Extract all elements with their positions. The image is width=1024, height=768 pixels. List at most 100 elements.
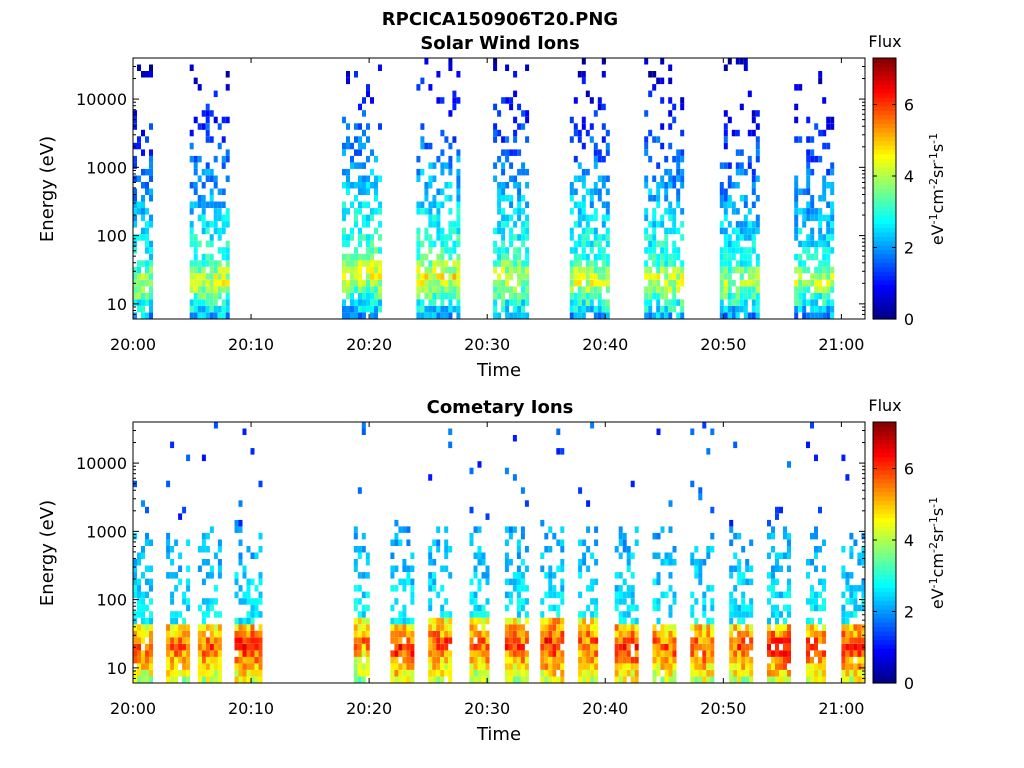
spectrogram-cell <box>166 552 171 559</box>
spectrogram-cell <box>630 624 635 631</box>
spectrogram-cell <box>741 630 746 638</box>
spectrogram-cell <box>354 214 358 222</box>
spectrogram-cell <box>145 182 149 189</box>
spectrogram-cell <box>398 624 403 631</box>
spectrogram-cell <box>743 195 748 202</box>
spectrogram-cell <box>644 234 649 241</box>
spectrogram-cell <box>362 221 366 228</box>
spectrogram-cell <box>694 676 699 683</box>
spectrogram-cell <box>358 299 362 306</box>
spectrogram-cell <box>149 253 153 261</box>
spectrogram-cell <box>664 663 669 670</box>
spectrogram-cell <box>477 552 482 559</box>
spectrogram-cell <box>861 604 866 612</box>
spectrogram-cell <box>672 650 677 657</box>
colorbar-segment <box>873 582 896 588</box>
spectrogram-cell <box>258 676 263 683</box>
spectrogram-cell <box>504 526 509 533</box>
spectrogram-cell <box>512 474 517 481</box>
spectrogram-cell <box>664 240 669 248</box>
spectrogram-cell <box>690 552 695 559</box>
spectrogram-cell <box>814 591 818 599</box>
spectrogram-cell <box>346 208 350 215</box>
spectrogram-cell <box>601 234 606 241</box>
spectrogram-cell <box>505 221 510 228</box>
spectrogram-cell <box>217 637 222 644</box>
spectrogram-cell <box>626 663 631 670</box>
spectrogram-cell <box>497 227 502 235</box>
spectrogram-cell <box>630 591 635 599</box>
spectrogram-cell <box>706 617 711 625</box>
spectrogram-cell <box>544 650 549 657</box>
spectrogram-cell <box>698 637 703 644</box>
spectrogram-cell <box>473 617 478 625</box>
colorbar-tick-label: 6 <box>904 459 914 478</box>
spectrogram-cell <box>497 201 502 208</box>
spectrogram-cell <box>569 182 574 189</box>
spectrogram-cell <box>731 201 736 208</box>
spectrogram-cell <box>505 155 510 163</box>
spectrogram-cell <box>806 572 810 579</box>
spectrogram-cell <box>798 240 803 248</box>
spectrogram-cell <box>353 656 358 664</box>
spectrogram-cell <box>246 643 251 651</box>
spectrogram-cell <box>605 253 610 261</box>
spectrogram-cell <box>501 97 506 104</box>
spectrogram-cell <box>166 643 171 651</box>
x-tick-label: 20:10 <box>228 699 274 718</box>
colorbar-segment <box>873 223 896 229</box>
spectrogram-cell <box>354 71 358 78</box>
spectrogram-cell <box>644 266 649 274</box>
spectrogram-cell <box>660 624 665 631</box>
spectrogram-cell <box>737 650 742 657</box>
spectrogram-cell <box>544 624 549 631</box>
spectrogram-cell <box>406 565 411 572</box>
spectrogram-cell <box>668 182 673 189</box>
spectrogram-cell <box>668 552 673 559</box>
spectrogram-cell <box>806 182 811 189</box>
spectrogram-cell <box>193 77 198 85</box>
spectrogram-cell <box>719 305 724 313</box>
spectrogram-cell <box>556 643 561 651</box>
spectrogram-cell <box>755 123 760 130</box>
spectrogram-cell <box>398 539 403 546</box>
spectrogram-cell <box>366 286 370 293</box>
spectrogram-cell <box>440 637 445 644</box>
spectrogram-cell <box>145 670 149 677</box>
spectrogram-cell <box>733 643 738 651</box>
spectrogram-cell <box>741 591 746 599</box>
spectrogram-cell <box>577 162 582 169</box>
colorbar-segment <box>873 491 896 497</box>
spectrogram-cell <box>473 650 478 657</box>
x-axis-label: Time <box>476 724 521 745</box>
spectrogram-cell <box>702 630 707 638</box>
spectrogram-cell <box>182 637 187 644</box>
spectrogram-cell <box>217 546 222 553</box>
spectrogram-cell <box>189 64 194 71</box>
spectrogram-cell <box>676 247 681 254</box>
spectrogram-cell <box>648 305 653 313</box>
spectrogram-cell <box>137 266 141 274</box>
spectrogram-cell <box>556 663 561 670</box>
spectrogram-cell <box>841 604 846 612</box>
spectrogram-cell <box>469 663 474 670</box>
spectrogram-cell <box>357 630 362 638</box>
spectrogram-cell <box>590 578 595 586</box>
spectrogram-cell <box>648 195 653 202</box>
spectrogram-cell <box>552 591 557 599</box>
spectrogram-cell <box>362 305 366 313</box>
spectrogram-cell <box>444 637 449 644</box>
spectrogram-cell <box>137 552 141 559</box>
spectrogram-cell <box>170 624 175 631</box>
spectrogram-cell <box>477 461 482 468</box>
spectrogram-cell <box>749 578 754 586</box>
spectrogram-cell <box>622 650 627 657</box>
x-tick-label: 20:40 <box>582 699 628 718</box>
spectrogram-cell <box>672 559 677 566</box>
spectrogram-cell <box>676 168 681 176</box>
spectrogram-cell <box>622 670 627 677</box>
spectrogram-cell <box>668 299 673 306</box>
spectrogram-cell <box>767 617 771 625</box>
spectrogram-cell <box>826 260 831 267</box>
spectrogram-cell <box>853 585 858 592</box>
